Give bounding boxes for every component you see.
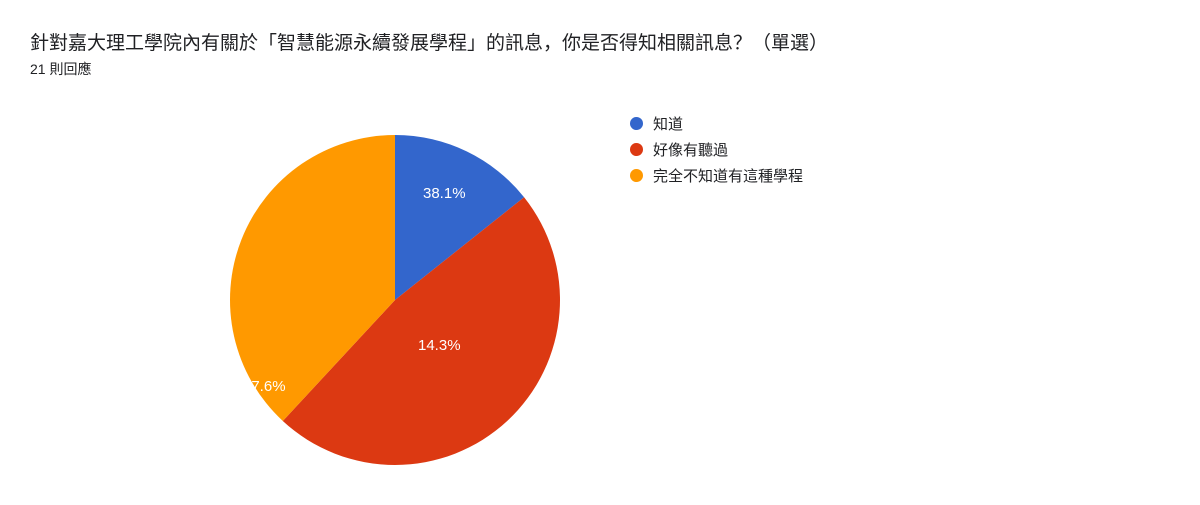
legend-dot-icon xyxy=(630,117,643,130)
legend-item-no_idea[interactable]: 完全不知道有這種學程 xyxy=(630,165,803,186)
legend-label: 完全不知道有這種學程 xyxy=(653,165,803,186)
chart-title: 針對嘉大理工學院內有關於「智慧能源永續發展學程」的訊息，你是否得知相關訊息？（單… xyxy=(30,28,1170,55)
slice-label-no_idea: 38.1% xyxy=(423,185,466,202)
legend-dot-icon xyxy=(630,143,643,156)
legend-label: 好像有聽過 xyxy=(653,139,728,160)
slice-label-know: 14.3% xyxy=(418,337,461,354)
response-count: 21 則回應 xyxy=(30,59,1170,79)
pie-area: 14.3% 47.6% 38.1% xyxy=(30,105,630,485)
legend-label: 知道 xyxy=(653,113,683,134)
chart-container: 針對嘉大理工學院內有關於「智慧能源永續發展學程」的訊息，你是否得知相關訊息？（單… xyxy=(0,0,1200,485)
legend-dot-icon xyxy=(630,169,643,182)
legend: 知道好像有聽過完全不知道有這種學程 xyxy=(630,105,803,191)
legend-item-heard[interactable]: 好像有聽過 xyxy=(630,139,803,160)
slice-label-heard: 47.6% xyxy=(243,378,286,395)
legend-item-know[interactable]: 知道 xyxy=(630,113,803,134)
pie-chart xyxy=(220,115,570,465)
chart-row: 14.3% 47.6% 38.1% 知道好像有聽過完全不知道有這種學程 xyxy=(30,99,1170,485)
